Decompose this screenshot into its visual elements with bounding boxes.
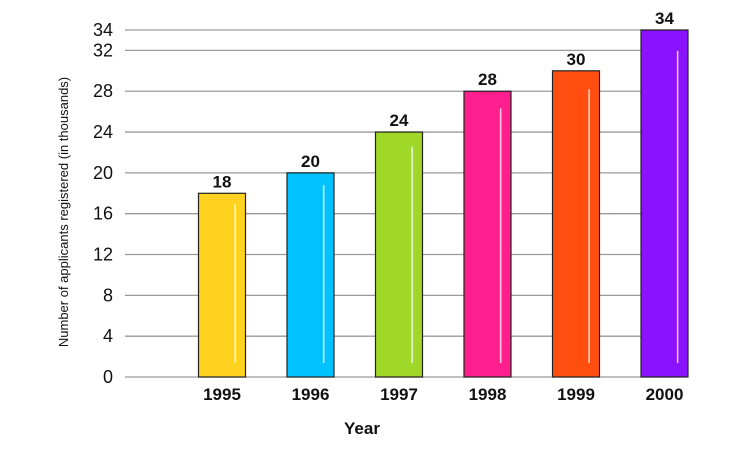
y-tick-label: 12 — [93, 245, 113, 265]
data-label-1997: 24 — [390, 111, 409, 130]
bars — [197, 29, 689, 378]
bar-1999 — [551, 70, 601, 378]
bar-2000 — [640, 29, 689, 378]
y-tick-label: 8 — [103, 285, 113, 305]
y-tick-label: 4 — [103, 326, 113, 346]
y-tick-label: 16 — [93, 204, 113, 224]
x-axis-title: Year — [344, 419, 380, 438]
x-tick-label-1999: 1999 — [557, 385, 595, 404]
x-tick-label-1997: 1997 — [380, 385, 418, 404]
data-labels: 18 20 24 28 30 34 — [213, 9, 675, 191]
x-tick-label-1998: 1998 — [469, 385, 507, 404]
data-label-1995: 18 — [213, 172, 232, 191]
data-label-1999: 30 — [567, 50, 586, 69]
y-axis-title: Number of applicants registered (in thou… — [56, 77, 71, 347]
bar-1996 — [286, 172, 335, 378]
x-tick-label-2000: 2000 — [646, 385, 684, 404]
bar-1998 — [463, 90, 512, 378]
data-label-1996: 20 — [301, 152, 320, 171]
x-axis-ticks: 1995 1996 1997 1998 1999 2000 — [203, 385, 683, 404]
y-tick-label: 20 — [93, 163, 113, 183]
bar-1995 — [197, 192, 247, 378]
y-tick-label: 0 — [103, 367, 113, 387]
bar-1997 — [374, 131, 424, 378]
y-tick-label: 34 — [93, 20, 113, 40]
data-label-1998: 28 — [478, 70, 497, 89]
data-label-2000: 34 — [655, 9, 674, 28]
x-tick-label-1996: 1996 — [292, 385, 330, 404]
x-tick-label-1995: 1995 — [203, 385, 241, 404]
y-tick-label: 28 — [93, 81, 113, 101]
y-tick-label: 32 — [93, 40, 113, 60]
y-tick-label: 24 — [93, 122, 113, 142]
